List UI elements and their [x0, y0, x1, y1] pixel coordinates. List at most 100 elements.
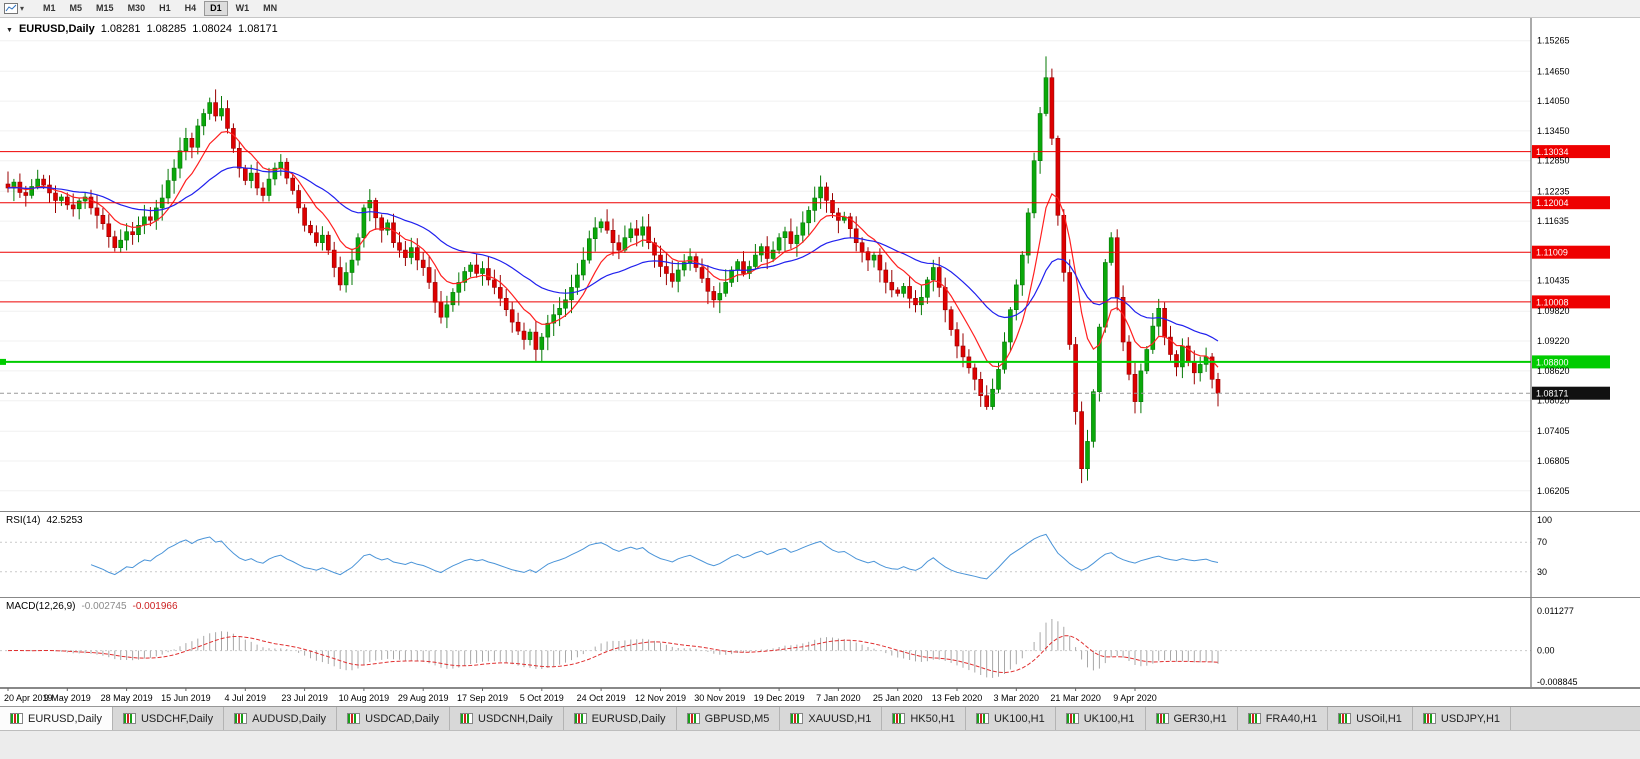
svg-text:10 Aug 2019: 10 Aug 2019 [339, 693, 390, 703]
svg-text:1.14650: 1.14650 [1537, 66, 1570, 76]
timeframe-button-m30[interactable]: M30 [122, 1, 152, 16]
svg-text:5 Oct 2019: 5 Oct 2019 [520, 693, 564, 703]
chart-tab-label: USOil,H1 [1356, 712, 1402, 725]
macd-value: -0.002745 [81, 601, 127, 612]
ohlc-low: 1.08024 [192, 23, 233, 35]
chart-tab-label: UK100,H1 [1083, 712, 1135, 725]
rsi-label: RSI(14) [6, 515, 41, 526]
svg-text:1.11635: 1.11635 [1537, 216, 1569, 226]
svg-text:70: 70 [1537, 537, 1547, 547]
svg-text:1.06205: 1.06205 [1537, 486, 1570, 496]
chart-tab-label: GER30,H1 [1173, 712, 1227, 725]
chart-header: ▼ EURUSD,Daily 1.08281 1.08285 1.08024 1… [6, 23, 278, 35]
svg-text:0.00: 0.00 [1537, 646, 1555, 656]
svg-text:1.06805: 1.06805 [1537, 456, 1570, 466]
ohlc-open: 1.08281 [100, 23, 141, 35]
chart-mini-icon [892, 713, 906, 724]
svg-text:1.13450: 1.13450 [1537, 126, 1570, 136]
toolbar-dropdown-icon[interactable]: ▾ [20, 4, 25, 13]
svg-text:1.12850: 1.12850 [1537, 156, 1570, 166]
macd-header: MACD(12,26,9) -0.002745 -0.001966 [6, 601, 178, 612]
chart-tab-xauusd-h1[interactable]: XAUUSD,H1 [780, 707, 883, 730]
timeframe-button-h1[interactable]: H1 [153, 1, 177, 16]
svg-text:1.15265: 1.15265 [1537, 36, 1570, 46]
chart-mini-icon [1247, 713, 1261, 724]
chart-tab-usdcnh-daily[interactable]: USDCNH,Daily [450, 707, 564, 730]
svg-text:1.07405: 1.07405 [1537, 426, 1570, 436]
chart-mini-icon [1155, 713, 1169, 724]
svg-text:17 Sep 2019: 17 Sep 2019 [457, 693, 508, 703]
chart-tab-usoil-h1[interactable]: USOil,H1 [1328, 707, 1413, 730]
chart-tab-hk50-h1[interactable]: HK50,H1 [882, 707, 966, 730]
chart-window-icon[interactable] [4, 3, 18, 14]
price-chart-canvas[interactable]: 1.13034 1.12004 1.11009 1.10008 1.08800 1.081… [0, 18, 1640, 512]
chart-tab-label: USDJPY,H1 [1440, 712, 1501, 725]
status-bar [0, 730, 1640, 759]
chart-tab-gbpusd-m5[interactable]: GBPUSD,M5 [676, 707, 781, 730]
chart-tab-eurusd-daily[interactable]: EURUSD,Daily [563, 707, 677, 730]
svg-text:21 Mar 2020: 21 Mar 2020 [1050, 693, 1101, 703]
svg-text:15 Jun 2019: 15 Jun 2019 [161, 693, 211, 703]
timeframe-buttons: M1 M5 M15 M30 H1 H4 D1 W1 MN [36, 1, 284, 16]
chart-tab-usdchf-daily[interactable]: USDCHF,Daily [112, 707, 225, 730]
chart-tab-fra40-h1[interactable]: FRA40,H1 [1237, 707, 1329, 730]
timeframe-button-m1[interactable]: M1 [37, 1, 62, 16]
chart-tab-label: USDCHF,Daily [140, 712, 214, 725]
svg-text:1.09820: 1.09820 [1537, 306, 1570, 316]
chart-mini-icon [122, 713, 136, 724]
timeframe-button-h4[interactable]: H4 [179, 1, 203, 16]
timeframe-button-mn[interactable]: MN [257, 1, 283, 16]
macd-signal-value: -0.001966 [132, 601, 178, 612]
svg-text:0.011277: 0.011277 [1537, 606, 1574, 616]
svg-text:7 Jan 2020: 7 Jan 2020 [816, 693, 861, 703]
chart-tab-eurusd-daily[interactable]: EURUSD,Daily [0, 707, 113, 730]
svg-text:13 Feb 2020: 13 Feb 2020 [932, 693, 983, 703]
svg-text:19 Dec 2019: 19 Dec 2019 [754, 693, 805, 703]
svg-text:20 Apr 2019: 20 Apr 2019 [4, 693, 53, 703]
svg-text:1.08800: 1.08800 [1536, 357, 1569, 367]
time-axis-row: 20 Apr 2019 9 May 2019 28 May 2019 15 Jun 2… [0, 688, 1640, 706]
chart-mini-icon [686, 713, 700, 724]
svg-text:12 Nov 2019: 12 Nov 2019 [635, 693, 686, 703]
svg-text:30: 30 [1537, 567, 1547, 577]
chart-symbol-timeframe: EURUSD,Daily [18, 23, 95, 35]
chart-tab-label: HK50,H1 [910, 712, 955, 725]
macd-canvas[interactable]: 0.011277 0.00 -0.008845 [0, 598, 1640, 688]
chart-mini-icon [975, 713, 989, 724]
chart-mini-icon [460, 713, 474, 724]
rsi-panel: 100 70 30 RSI(14) 42.5253 [0, 512, 1640, 598]
chart-mini-icon [573, 713, 587, 724]
timeframe-toolbar: ▾ M1 M5 M15 M30 H1 H4 D1 W1 MN [0, 0, 1640, 18]
chart-tab-audusd-daily[interactable]: AUDUSD,Daily [224, 707, 338, 730]
svg-text:29 Aug 2019: 29 Aug 2019 [398, 693, 449, 703]
timeframe-button-w1[interactable]: W1 [230, 1, 256, 16]
svg-text:-0.008845: -0.008845 [1537, 677, 1578, 687]
timeframe-button-m15[interactable]: M15 [90, 1, 120, 16]
rsi-canvas[interactable]: 100 70 30 [0, 512, 1640, 598]
svg-text:9 Apr 2020: 9 Apr 2020 [1113, 693, 1157, 703]
svg-text:1.08020: 1.08020 [1537, 396, 1570, 406]
svg-text:100: 100 [1537, 515, 1552, 525]
chart-tab-label: UK100,H1 [993, 712, 1045, 725]
chart-mini-icon [347, 713, 361, 724]
timeframe-button-m5[interactable]: M5 [64, 1, 89, 16]
chart-tab-uk100-h1[interactable]: UK100,H1 [1055, 707, 1146, 730]
svg-text:1.09220: 1.09220 [1537, 336, 1570, 346]
chart-tab-ger30-h1[interactable]: GER30,H1 [1145, 707, 1238, 730]
svg-text:9 May 2019: 9 May 2019 [44, 693, 91, 703]
chart-tab-label: FRA40,H1 [1265, 712, 1318, 725]
chart-tab-uk100-h1[interactable]: UK100,H1 [965, 707, 1056, 730]
timeframe-button-d1[interactable]: D1 [204, 1, 228, 16]
chart-tab-usdjpy-h1[interactable]: USDJPY,H1 [1412, 707, 1512, 730]
ohlc-high: 1.08285 [146, 23, 187, 35]
svg-text:24 Oct 2019: 24 Oct 2019 [577, 693, 626, 703]
chart-tab-usdcad-daily[interactable]: USDCAD,Daily [337, 707, 451, 730]
chart-mini-icon [1422, 713, 1436, 724]
chart-context-arrow-icon[interactable]: ▼ [6, 27, 13, 34]
chart-tab-label: GBPUSD,M5 [704, 712, 770, 725]
svg-text:1.11009: 1.11009 [1536, 248, 1568, 258]
macd-panel: 0.011277 0.00 -0.008845 MACD(12,26,9) -0.0… [0, 598, 1640, 688]
chart-mini-icon [1065, 713, 1079, 724]
chart-tab-label: USDCAD,Daily [365, 712, 440, 725]
